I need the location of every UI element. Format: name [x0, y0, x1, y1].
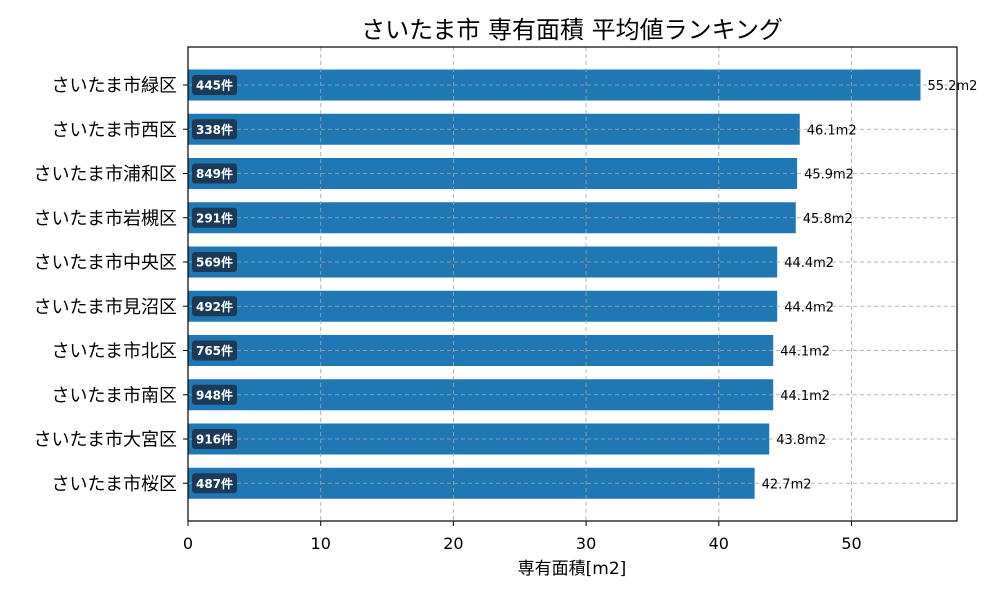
category-label: さいたま市大宮区 — [34, 430, 177, 451]
bar-value-label: 43.8m2 — [776, 433, 826, 448]
bar-value-label: 44.4m2 — [784, 256, 834, 271]
bar-value-label: 44.1m2 — [780, 389, 830, 404]
x-tick-label: 20 — [443, 534, 463, 553]
count-badge — [192, 252, 237, 272]
count-badge — [192, 340, 237, 361]
count-badge — [192, 473, 237, 494]
bar-value-label: 55.2m2 — [928, 79, 978, 94]
count-badge — [192, 207, 237, 228]
bar-value-label: 42.7m2 — [762, 477, 812, 492]
count-badge-label: 765件 — [196, 343, 233, 358]
count-badge — [192, 163, 237, 184]
x-tick-label: 50 — [841, 534, 861, 553]
count-badge-label: 445件 — [196, 78, 233, 93]
count-badge — [192, 429, 237, 449]
y-axis: さいたま市緑区さいたま市西区さいたま市浦和区さいたま市岩槻区さいたま市中央区さい… — [34, 76, 188, 495]
x-tick-label: 0 — [183, 534, 193, 553]
count-badge — [192, 384, 237, 405]
x-tick-label: 30 — [576, 534, 596, 553]
category-label: さいたま市桜区 — [52, 474, 177, 495]
count-badge-label: 338件 — [196, 122, 233, 137]
category-label: さいたま市見沼区 — [34, 297, 177, 318]
bar-value-label: 44.1m2 — [780, 345, 830, 360]
bar-value-label: 44.4m2 — [784, 300, 834, 315]
count-badge — [192, 296, 237, 317]
chart-title: さいたま市 専有面積 平均値ランキング — [361, 16, 783, 44]
count-badge-label: 948件 — [196, 387, 233, 402]
bar-value-label: 46.1m2 — [807, 123, 857, 138]
x-axis: 0 10 20 30 40 50 — [183, 521, 862, 553]
category-label: さいたま市南区 — [52, 385, 177, 406]
x-tick-label: 40 — [709, 534, 729, 553]
count-badge-label: 849件 — [196, 166, 233, 181]
category-label: さいたま市中央区 — [34, 253, 177, 274]
bar — [188, 379, 774, 411]
category-label: さいたま市西区 — [52, 120, 177, 141]
category-label: さいたま市緑区 — [52, 76, 177, 97]
category-label: さいたま市北区 — [52, 341, 177, 362]
count-badge-label: 492件 — [196, 299, 233, 314]
category-label: さいたま市岩槻区 — [34, 208, 177, 229]
count-badge-label: 916件 — [196, 432, 233, 447]
plot-frame — [187, 46, 958, 522]
x-axis-title: 専有面積[m2] — [518, 559, 627, 579]
bar — [188, 335, 774, 366]
x-tick-label: 10 — [311, 534, 331, 553]
count-badge-label: 487件 — [196, 476, 233, 491]
bar-value-label: 45.8m2 — [803, 212, 853, 227]
bar-value-label: 45.9m2 — [804, 168, 854, 183]
count-badge-label: 291件 — [196, 210, 233, 225]
count-badge — [192, 75, 237, 95]
bar-labels: 55.2m2 445件 46.1m2 338件 45.9m2 849件 45.8m2 291件… — [187, 47, 978, 521]
count-badge-label: 569件 — [196, 255, 233, 270]
count-badge — [192, 119, 237, 140]
category-label: さいたま市浦和区 — [34, 164, 177, 185]
